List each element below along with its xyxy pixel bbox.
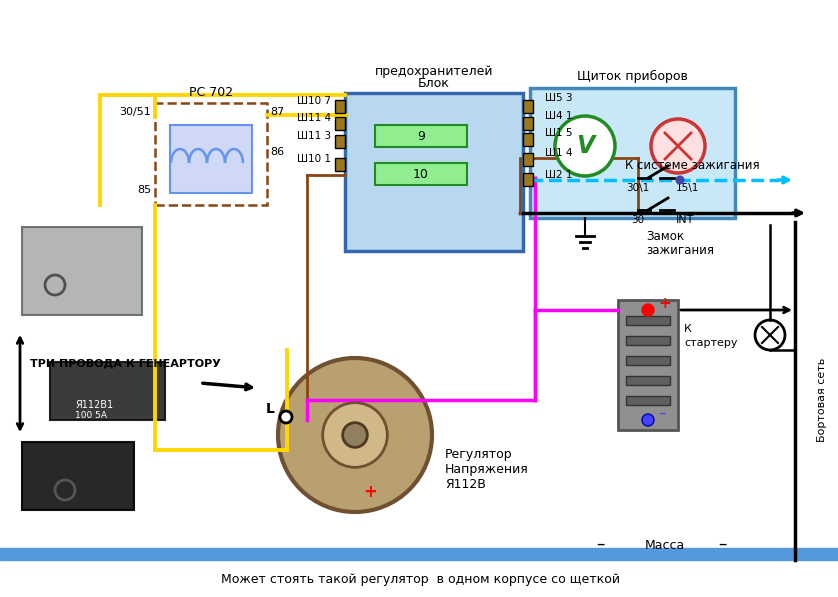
Text: Щиток приборов: Щиток приборов (577, 70, 687, 83)
Bar (335, 135, 345, 148)
Text: РС 702: РС 702 (189, 86, 233, 99)
Bar (626, 376, 670, 385)
Circle shape (278, 358, 432, 512)
Circle shape (280, 411, 292, 423)
Bar (523, 100, 533, 113)
Circle shape (343, 423, 367, 447)
Bar (523, 173, 533, 186)
Bar (155, 103, 267, 205)
Text: L: L (266, 402, 275, 416)
Bar (375, 125, 467, 147)
Text: Может стоять такой регулятор  в одном корпусе со щеткой: Может стоять такой регулятор в одном кор… (220, 573, 619, 586)
Bar (50, 362, 165, 420)
Bar (345, 93, 523, 251)
Bar (375, 163, 467, 185)
Bar (523, 133, 533, 146)
Text: Ш11 3: Ш11 3 (297, 131, 331, 141)
Text: 9: 9 (417, 130, 425, 143)
Text: 30\1: 30\1 (626, 183, 649, 193)
Text: 87: 87 (270, 107, 284, 117)
Text: Ш1 5: Ш1 5 (545, 128, 572, 138)
Text: К системе зажигания: К системе зажигания (625, 159, 759, 172)
Text: Масса: Масса (645, 539, 685, 552)
Text: стартеру: стартеру (684, 338, 737, 348)
Bar (523, 117, 533, 130)
Text: К: К (684, 324, 692, 334)
Bar (530, 88, 735, 218)
Circle shape (675, 176, 685, 184)
Text: Напряжения: Напряжения (445, 463, 529, 476)
Bar (335, 117, 345, 130)
Bar (523, 153, 533, 166)
Bar (0, 548, 838, 560)
Text: 85: 85 (137, 185, 151, 195)
Bar (626, 396, 670, 405)
Text: предохранителей: предохранителей (375, 65, 494, 78)
Text: 30/51: 30/51 (119, 107, 151, 117)
Text: Я112В1: Я112В1 (75, 400, 113, 410)
Circle shape (642, 414, 654, 426)
Text: INT: INT (676, 215, 695, 225)
Text: Ш5 3: Ш5 3 (545, 93, 572, 103)
Text: Ш2 1: Ш2 1 (545, 170, 572, 180)
Bar (626, 316, 670, 325)
Text: Ш1 4: Ш1 4 (545, 148, 572, 158)
Text: 15\1: 15\1 (676, 183, 700, 193)
Text: V: V (576, 134, 594, 158)
Text: зажигания: зажигания (646, 244, 714, 257)
Text: –: – (718, 535, 727, 553)
Text: 30: 30 (632, 215, 644, 225)
Text: Я112В: Я112В (445, 478, 486, 491)
Bar (335, 100, 345, 113)
Circle shape (642, 304, 654, 316)
Text: Ш4 1: Ш4 1 (545, 111, 572, 121)
Text: 86: 86 (270, 147, 284, 157)
Text: 10: 10 (413, 168, 429, 180)
Circle shape (555, 116, 615, 176)
Text: Ш10 7: Ш10 7 (297, 96, 331, 106)
Text: 100 5А: 100 5А (75, 411, 107, 420)
Text: –: – (596, 535, 604, 553)
Text: Ш11 4: Ш11 4 (297, 113, 331, 123)
Circle shape (323, 402, 387, 467)
Bar (626, 356, 670, 365)
Text: Блок: Блок (418, 77, 450, 90)
Text: Ш10 1: Ш10 1 (297, 154, 331, 164)
Text: ТРИ ПРОВОДА К ГЕНЕАРТОРУ: ТРИ ПРОВОДА К ГЕНЕАРТОРУ (30, 358, 221, 368)
Text: Бортовая сеть: Бортовая сеть (817, 358, 827, 442)
Text: +: + (363, 483, 377, 501)
Bar (22, 442, 134, 510)
Bar (22, 227, 142, 315)
Text: Замок: Замок (646, 230, 684, 243)
Text: Регулятор: Регулятор (445, 448, 513, 461)
Bar (626, 336, 670, 345)
Text: +: + (658, 296, 670, 311)
Circle shape (651, 119, 705, 173)
Bar (618, 300, 678, 430)
Bar (335, 158, 345, 171)
Bar (170, 125, 252, 193)
Text: –: – (658, 406, 665, 421)
